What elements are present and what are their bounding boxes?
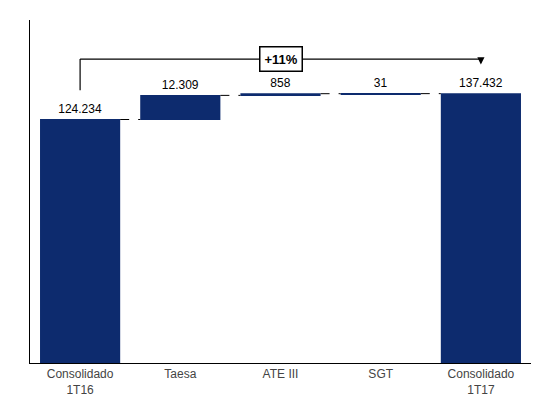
svg-text:Taesa: Taesa (164, 367, 196, 381)
svg-text:Consolidado1T17: Consolidado1T17 (448, 367, 515, 397)
svg-text:ATE III: ATE III (263, 367, 299, 381)
svg-text:SGT: SGT (368, 367, 393, 381)
svg-text:858: 858 (270, 76, 290, 90)
svg-text:31: 31 (374, 76, 388, 90)
svg-text:124.234: 124.234 (58, 102, 102, 116)
svg-text:+11%: +11% (265, 52, 298, 67)
svg-text:137.432: 137.432 (459, 76, 503, 90)
svg-text:Consolidado1T16: Consolidado1T16 (47, 367, 114, 397)
svg-text:12.309: 12.309 (162, 78, 199, 92)
